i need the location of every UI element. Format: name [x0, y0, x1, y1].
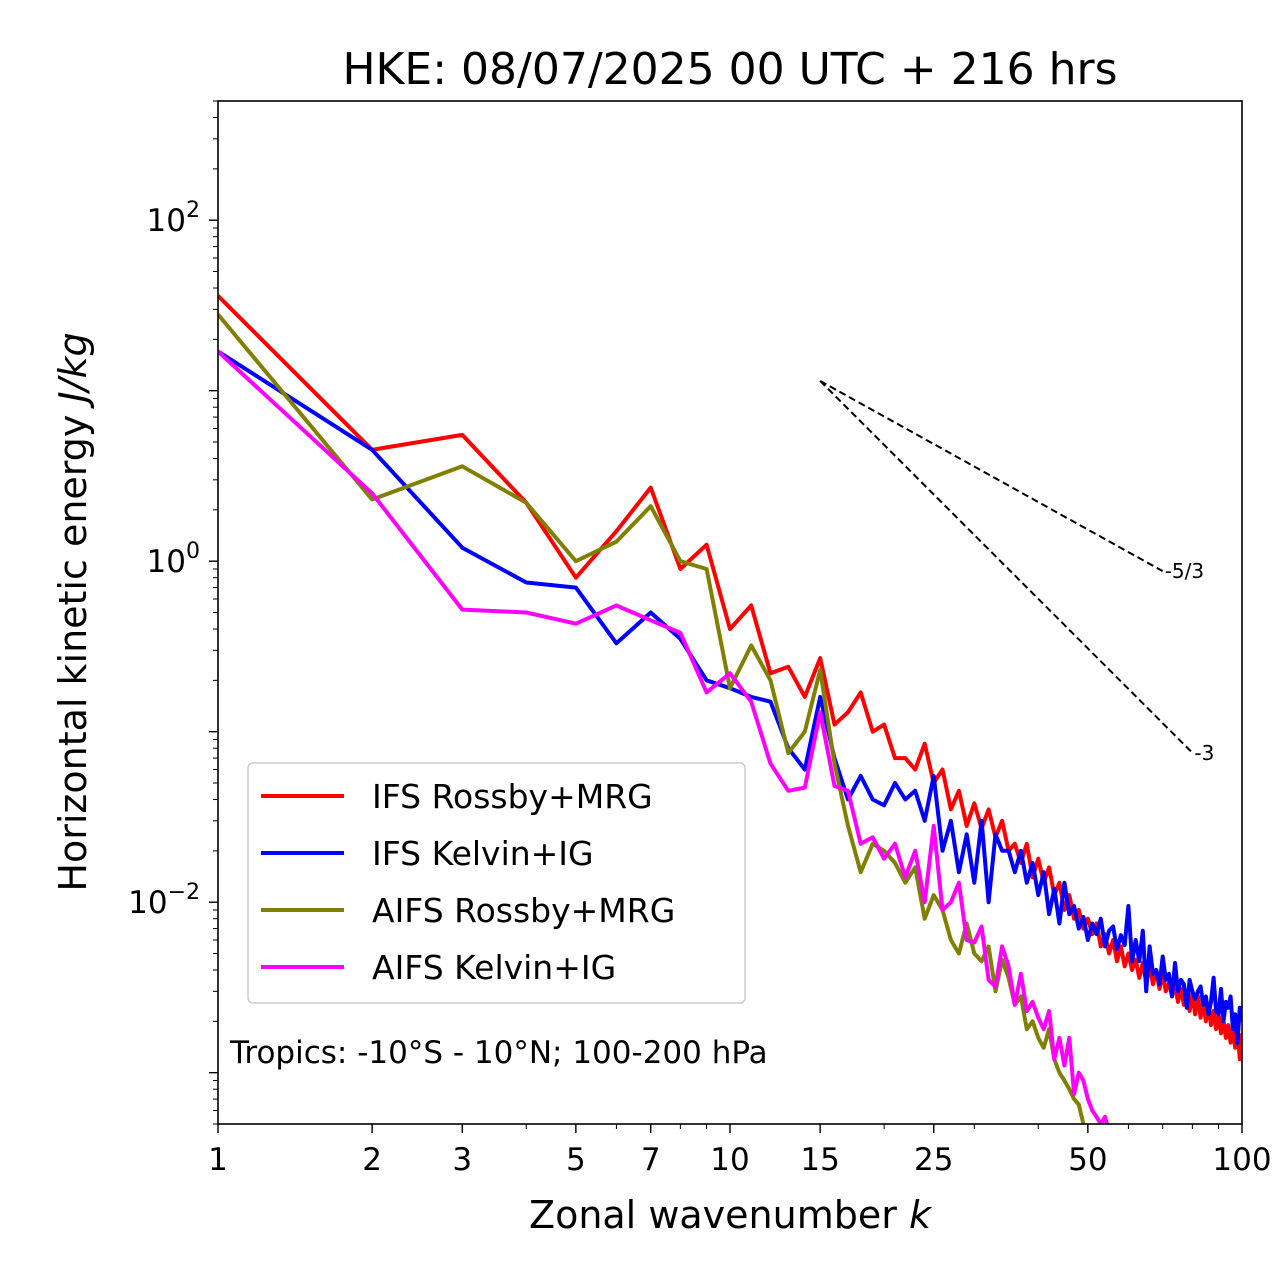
- legend-label: AIFS Kelvin+IG: [372, 948, 616, 987]
- y-axis-label-unit: J/kg: [51, 332, 95, 409]
- x-tick-label: 100: [1212, 1142, 1271, 1178]
- y-axis-label: Horizontal kinetic energy J/kg: [51, 332, 95, 891]
- y-tick-base: 10: [147, 544, 186, 580]
- legend-label: AIFS Rossby+MRG: [372, 891, 675, 930]
- x-tick-label: 2: [362, 1142, 382, 1178]
- legend-label: IFS Rossby+MRG: [372, 777, 653, 816]
- y-axis-label-text: Horizontal kinetic energy: [51, 415, 95, 892]
- x-tick-label: 7: [641, 1142, 661, 1178]
- reference-line-label: -3: [1194, 741, 1214, 765]
- x-tick-label: 3: [452, 1142, 472, 1178]
- x-tick-label: 1: [208, 1142, 228, 1178]
- series-line-2: [218, 349, 1242, 1045]
- reference-line-2: [819, 380, 1194, 754]
- series-lines: [218, 294, 1242, 1124]
- tick-marks: [209, 100, 1243, 1133]
- x-tick-label: 50: [1068, 1142, 1107, 1178]
- legend-label: IFS Kelvin+IG: [372, 834, 594, 873]
- y-tick-label: 102: [147, 198, 200, 239]
- x-axis-label-var: k: [909, 1193, 933, 1237]
- x-tick-label: 25: [914, 1142, 953, 1178]
- reference-line-1: [819, 380, 1164, 572]
- y-tick-exponent: −2: [168, 880, 200, 905]
- plot-frame: [217, 100, 1243, 1125]
- y-tick-exponent: 2: [186, 198, 200, 223]
- x-axis-label-text: Zonal wavenumber: [529, 1193, 897, 1237]
- series-line-4: [218, 349, 1110, 1124]
- x-tick-labels: 1 2 3 5 7 10 15 25 50 100: [208, 1142, 1271, 1178]
- legend-frame: [247, 762, 746, 1004]
- region-annotation: Tropics: -10°S - 10°N; 100-200 hPa: [229, 1035, 768, 1071]
- x-tick-label: 5: [566, 1142, 586, 1178]
- reference-slope-lines: -5/3 -3: [819, 380, 1214, 765]
- chart-title: HKE: 08/07/2025 00 UTC + 216 hrs: [342, 44, 1117, 95]
- x-tick-label: 15: [800, 1142, 839, 1178]
- y-tick-label: 10−2: [128, 880, 200, 921]
- legend-entries: IFS Rossby+MRG IFS Kelvin+IG AIFS Rossby+M…: [261, 777, 675, 987]
- y-tick-base: 10: [128, 885, 167, 921]
- y-tick-label: 100: [147, 539, 200, 580]
- legend: IFS Rossby+MRG IFS Kelvin+IG AIFS Rossby+M…: [247, 762, 746, 1004]
- x-axis-label: Zonal wavenumber k: [529, 1193, 933, 1237]
- reference-line-label: -5/3: [1165, 559, 1204, 583]
- y-tick-exponent: 0: [186, 539, 200, 564]
- y-tick-base: 10: [147, 203, 186, 239]
- series-line-3: [218, 313, 1086, 1124]
- x-tick-label: 10: [710, 1142, 749, 1178]
